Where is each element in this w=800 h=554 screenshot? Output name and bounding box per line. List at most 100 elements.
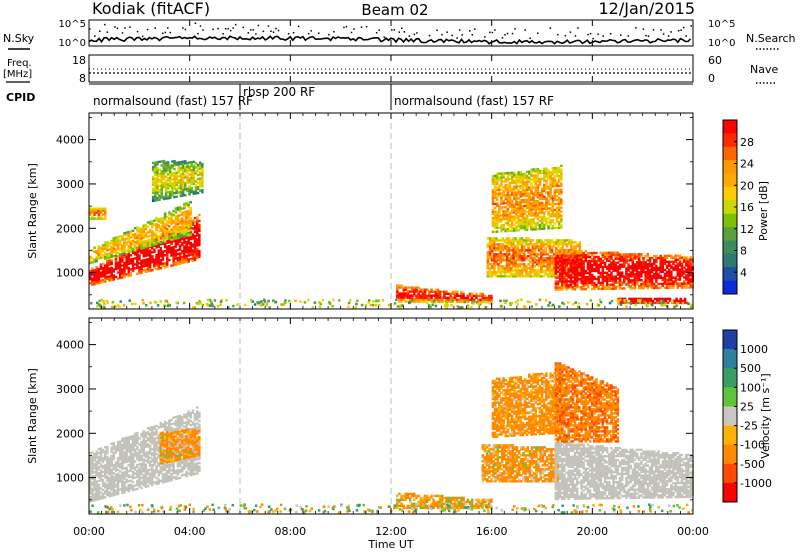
power-cell xyxy=(631,275,635,278)
power-cell xyxy=(187,252,190,255)
power-cell xyxy=(197,302,200,306)
power-cell xyxy=(672,256,675,259)
power-cell xyxy=(538,241,541,244)
power-cell xyxy=(521,198,525,202)
power-cell xyxy=(430,288,433,291)
power-cell xyxy=(495,176,499,179)
power-cell xyxy=(488,247,492,250)
power-cell xyxy=(578,243,582,246)
power-cell xyxy=(491,230,495,234)
power-cell xyxy=(172,245,175,249)
power-cell xyxy=(515,207,518,210)
power-cell xyxy=(642,263,645,266)
power-cell xyxy=(93,209,96,212)
power-cell xyxy=(569,262,573,265)
velocity-cell xyxy=(129,435,133,438)
power-cell xyxy=(565,250,568,253)
power-cell xyxy=(186,189,189,193)
power-cell xyxy=(104,253,107,256)
power-cell xyxy=(181,233,184,236)
power-cell xyxy=(146,254,150,257)
power-cell xyxy=(530,228,533,231)
power-cell xyxy=(623,255,626,258)
power-cell xyxy=(636,301,640,305)
power-cell xyxy=(689,272,692,275)
power-cell xyxy=(413,292,416,295)
velocity-cell xyxy=(99,471,103,474)
power-cell xyxy=(499,275,502,278)
power-cell xyxy=(93,250,96,253)
power-cell xyxy=(475,294,478,298)
power-cell xyxy=(453,290,457,293)
power-cell xyxy=(512,261,515,264)
power-cell xyxy=(151,179,155,183)
power-cell xyxy=(160,188,163,191)
velocity-cell xyxy=(101,448,105,452)
power-cell xyxy=(161,258,165,261)
power-cell xyxy=(181,162,185,165)
power-cell xyxy=(104,209,107,212)
power-cell xyxy=(189,223,192,226)
power-cell xyxy=(547,169,550,172)
power-cell xyxy=(542,263,545,266)
power-cell xyxy=(171,184,174,187)
power-cell xyxy=(173,178,176,181)
power-cell xyxy=(552,261,556,264)
power-cell xyxy=(517,205,520,208)
power-cell xyxy=(194,170,198,173)
power-cell xyxy=(538,203,542,207)
power-cell xyxy=(198,219,201,223)
power-cell xyxy=(106,240,109,244)
power-cell xyxy=(193,240,197,244)
power-cell xyxy=(665,284,669,287)
power-cell xyxy=(176,262,180,266)
power-cell xyxy=(188,165,191,168)
power-cell xyxy=(565,274,568,277)
power-cell xyxy=(307,298,310,302)
power-cell xyxy=(550,249,554,252)
power-cell xyxy=(618,287,622,290)
velocity-cell xyxy=(118,456,122,459)
power-cell xyxy=(462,296,465,300)
power-cell xyxy=(661,284,664,288)
power-cell xyxy=(506,175,510,179)
power-cell xyxy=(561,276,564,279)
power-cell xyxy=(415,294,418,297)
power-cell xyxy=(504,229,507,233)
velocity-cell xyxy=(101,458,105,462)
power-cell xyxy=(513,211,516,214)
power-cell xyxy=(521,222,525,226)
power-cell xyxy=(156,171,159,174)
power-cell xyxy=(678,268,682,271)
power-cell xyxy=(551,173,555,176)
power-cell xyxy=(198,227,201,231)
power-cell xyxy=(436,298,440,301)
velocity-cell xyxy=(91,465,94,468)
velocity-cell xyxy=(97,471,101,475)
power-cell xyxy=(510,267,513,270)
power-cell xyxy=(189,233,192,236)
velocity-cell xyxy=(116,482,120,486)
velocity-cell xyxy=(95,486,98,489)
power-cell xyxy=(608,259,611,262)
power-cell xyxy=(506,223,510,227)
power-cell xyxy=(186,171,189,175)
velocity-cell xyxy=(131,453,135,456)
power-cell xyxy=(168,217,171,220)
power-cell xyxy=(505,299,508,302)
power-cell xyxy=(396,296,399,299)
power-cell xyxy=(544,257,547,260)
power-cell xyxy=(517,173,520,176)
power-cell xyxy=(508,193,512,197)
power-cell xyxy=(161,237,165,240)
power-cell xyxy=(177,181,181,184)
power-cell xyxy=(680,264,684,267)
power-cell xyxy=(533,243,537,246)
power-cell xyxy=(644,284,647,288)
velocity-cell xyxy=(97,479,101,483)
power-cell xyxy=(605,281,609,284)
power-cell xyxy=(155,226,158,230)
power-cell xyxy=(610,265,613,268)
power-cell xyxy=(543,177,546,180)
power-cell xyxy=(506,185,510,189)
